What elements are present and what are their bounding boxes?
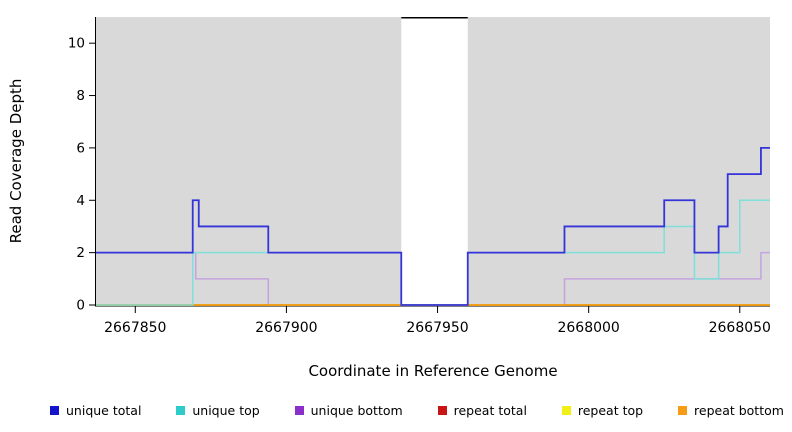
series-line-unique-total <box>96 147 770 306</box>
legend-item-repeat-bottom: repeat bottom <box>678 403 784 418</box>
x-tick-label: 2667900 <box>255 320 317 336</box>
x-axis-title: Coordinate in Reference Genome <box>308 362 558 380</box>
legend-label: unique bottom <box>310 402 403 418</box>
legend-label: repeat bottom <box>694 402 784 418</box>
legend-item-repeat-total: repeat total <box>437 402 527 418</box>
legend-swatch-icon <box>678 405 688 415</box>
legend-label: unique total <box>66 402 142 418</box>
legend-swatch-icon <box>561 405 571 415</box>
y-tick-label: 0 <box>76 298 85 314</box>
y-tick-label: 10 <box>68 36 85 52</box>
legend-item-unique-total: unique total <box>50 403 141 418</box>
legend-label: unique top <box>192 402 260 418</box>
legend: unique total unique top unique bottom repea… <box>50 398 784 422</box>
y-tick-label: 8 <box>76 88 85 104</box>
legend-swatch-icon <box>437 405 447 415</box>
y-tick-label: 6 <box>76 140 85 156</box>
gap-region <box>401 17 468 305</box>
legend-item-repeat-top: repeat top <box>561 402 644 418</box>
y-tick-label: 2 <box>76 245 85 261</box>
legend-swatch-icon <box>176 405 186 415</box>
x-tick-label: 2667950 <box>406 320 468 336</box>
y-axis-title: Read Coverage Depth <box>7 78 25 244</box>
legend-swatch-icon <box>294 405 304 415</box>
legend-label: repeat top <box>577 402 644 418</box>
y-tick-label: 4 <box>76 193 85 209</box>
legend-swatch-icon <box>50 405 59 415</box>
x-tick-label: 2668050 <box>709 320 771 336</box>
legend-item-unique-top: unique top <box>176 402 260 418</box>
x-tick-label: 2667850 <box>104 320 166 336</box>
legend-label: repeat total <box>453 402 527 418</box>
x-tick-label: 2668000 <box>557 320 619 336</box>
legend-item-unique-bottom: unique bottom <box>294 402 403 418</box>
